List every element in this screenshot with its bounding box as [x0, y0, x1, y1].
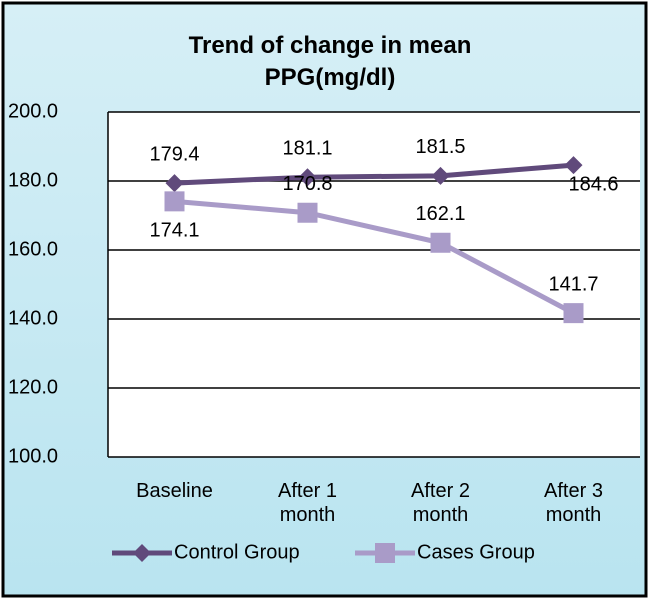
marker [297, 202, 318, 223]
chart-title: Trend of change in mean PPG(mg/dl) [188, 32, 472, 91]
marker [431, 166, 450, 185]
series-line [174, 162, 574, 186]
marker [133, 544, 151, 562]
y-tick-label: 200.0 [8, 100, 58, 122]
y-tick-label: 180.0 [8, 169, 58, 191]
data-label: 141.7 [548, 273, 598, 295]
series-line [174, 198, 575, 316]
marker [164, 191, 185, 212]
marker [298, 168, 317, 187]
y-tick-label: 140.0 [8, 307, 58, 329]
legend-label: Cases Group [417, 541, 535, 563]
x-tick-label: After 3 month [544, 480, 603, 526]
marker [375, 543, 395, 563]
data-label: 162.1 [415, 203, 465, 225]
plot-area [108, 112, 640, 457]
x-tick-label: After 2 month [411, 480, 470, 526]
legend-label: Control Group [174, 541, 300, 563]
y-tick-label: 100.0 [8, 445, 58, 467]
data-label: 184.6 [568, 173, 618, 195]
data-label: 170.8 [282, 173, 332, 195]
data-label: 181.1 [282, 137, 332, 159]
data-label: 174.1 [149, 220, 199, 242]
marker [165, 174, 184, 193]
marker [430, 232, 451, 253]
x-tick-label: After 1 month [278, 480, 337, 526]
x-tick-label: Baseline [136, 480, 213, 502]
marker [563, 303, 584, 324]
y-tick-label: 160.0 [8, 238, 58, 260]
y-tick-label: 120.0 [8, 376, 58, 398]
data-label: 181.5 [415, 136, 465, 158]
marker [564, 156, 583, 175]
data-label: 179.4 [149, 143, 199, 165]
